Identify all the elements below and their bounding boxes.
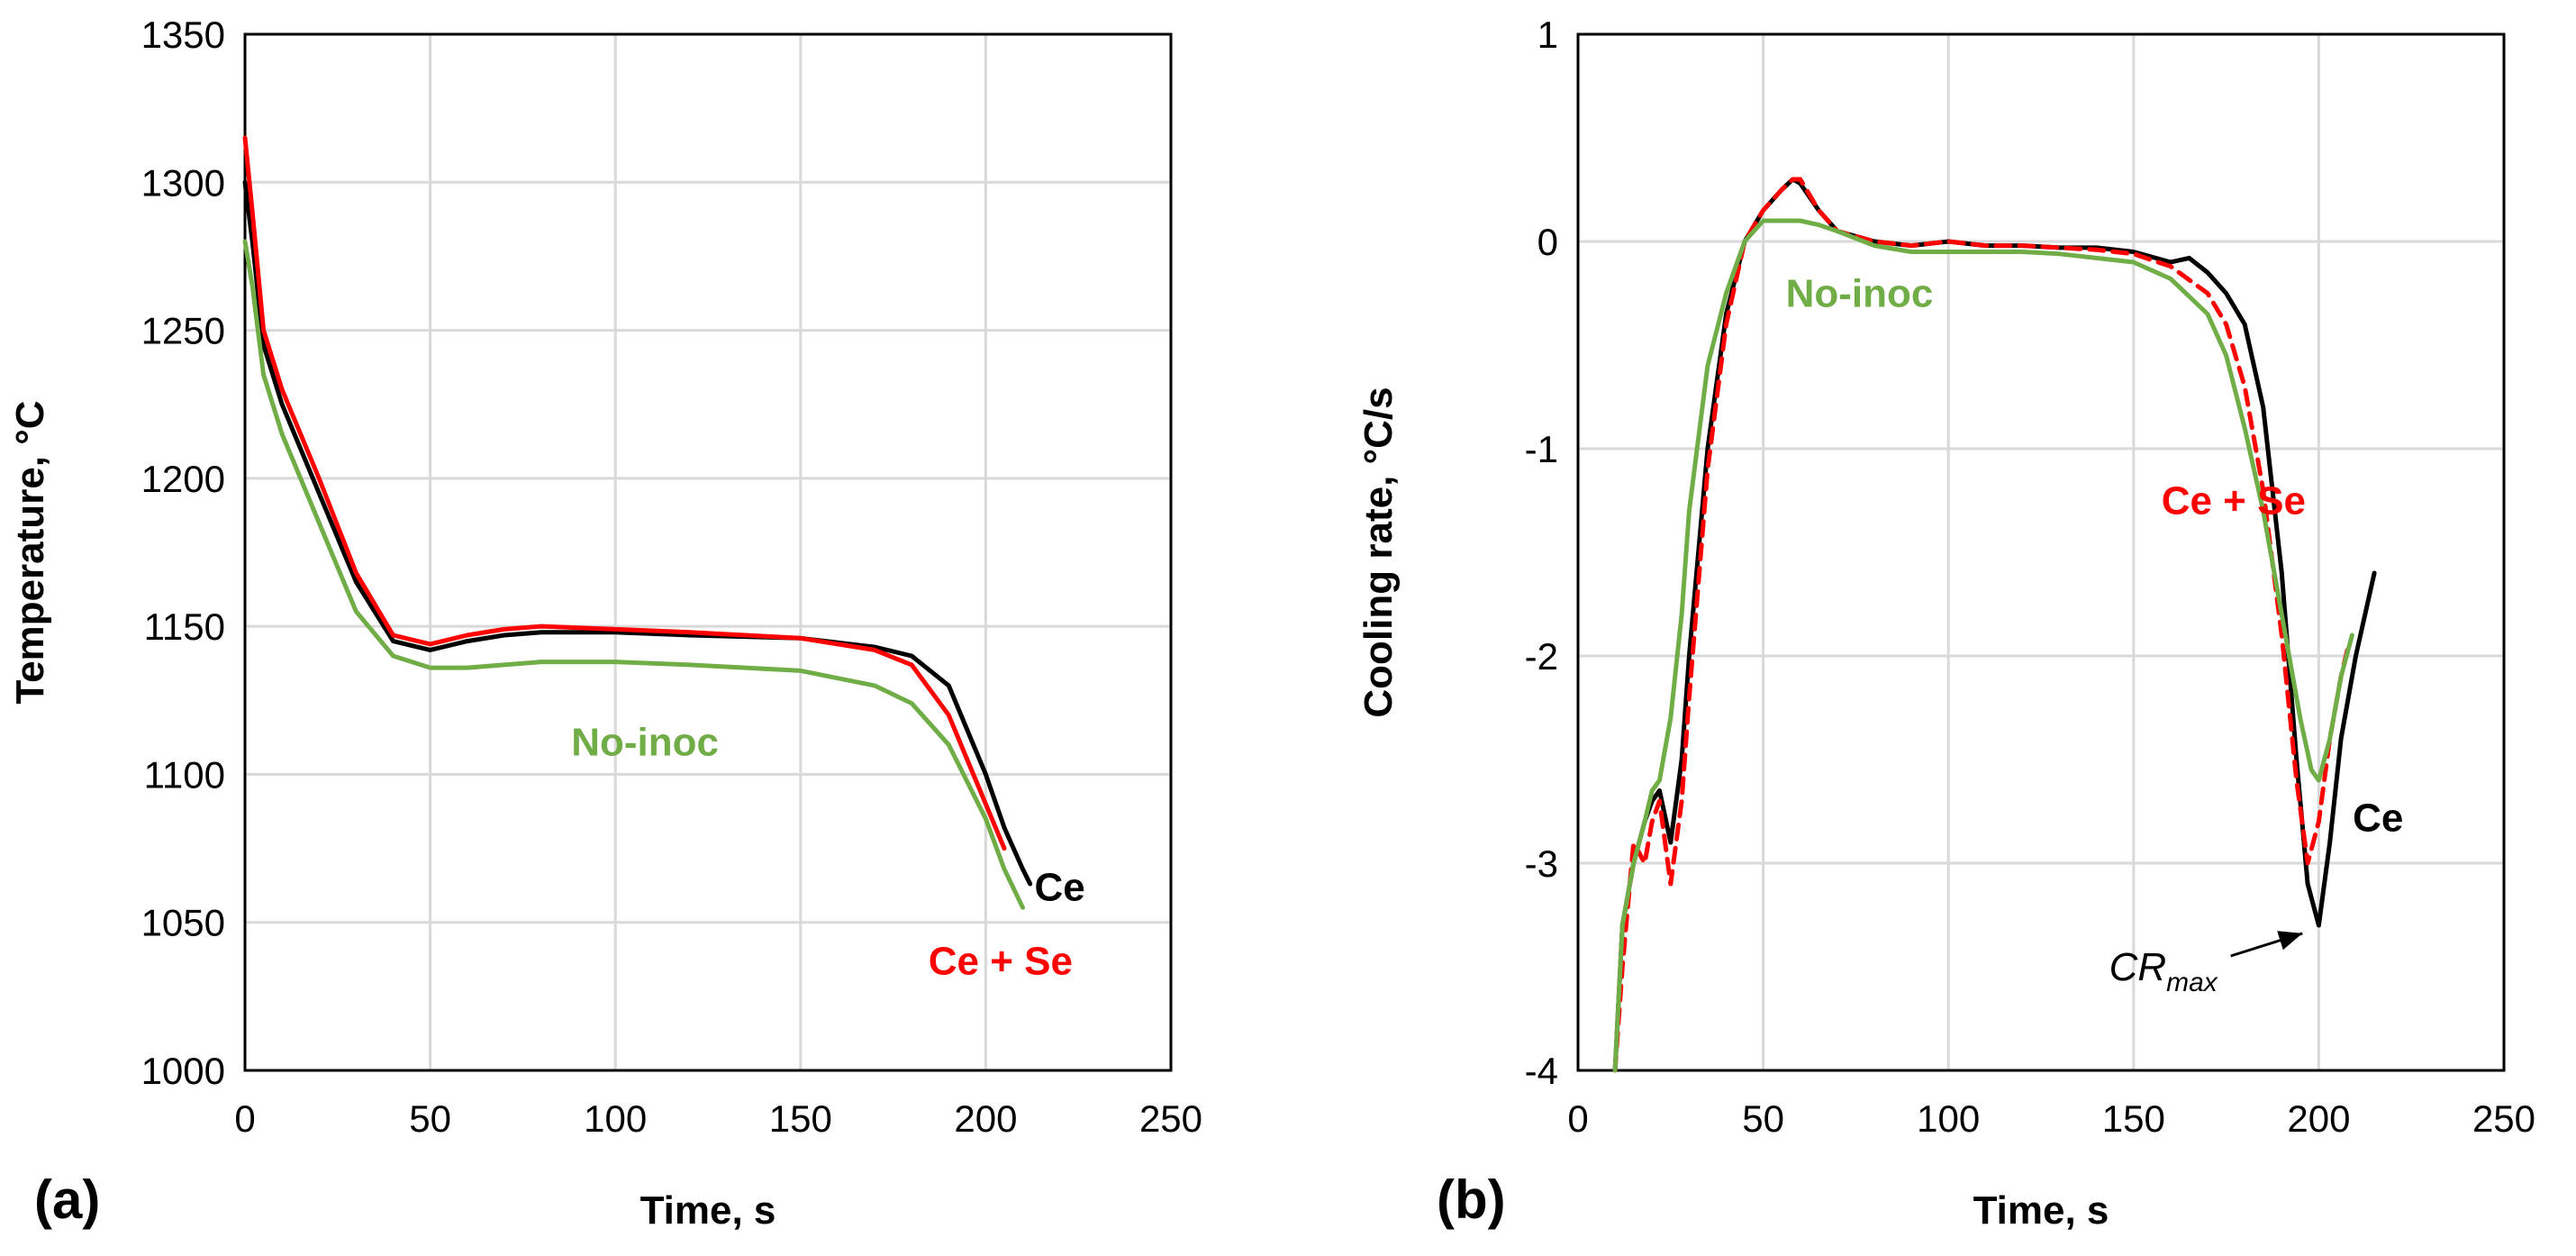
callout-arrow-head [2277,931,2303,951]
y-axis-title: Cooling rate, °C/s [1356,387,1401,717]
x-tick-label: 100 [584,1097,647,1140]
y-tick-label: 0 [1537,221,1558,263]
series-label: Ce [2353,796,2403,840]
y-tick-label: 1300 [141,161,225,204]
x-tick-label: 200 [954,1097,1017,1140]
y-tick-label: 1200 [141,458,225,500]
y-tick-label: -4 [1525,1050,1558,1092]
y-tick-label: 1100 [144,753,225,796]
series-label: No-inoc [1786,272,1934,316]
plot-frame [1576,32,2506,1072]
x-tick-label: 100 [1917,1097,1980,1140]
y-tick-label: 1250 [141,310,225,352]
series-line-no-inoc [1612,218,2354,1073]
series-label: Ce [1035,865,1085,909]
y-tick-label: 1350 [141,14,225,56]
x-tick-label: 150 [769,1097,832,1140]
series-label: No-inoc [571,720,719,764]
series-line-no-inoc [242,239,1025,910]
y-tick-label: -2 [1525,635,1558,678]
series-line-ce-se [1612,177,2351,1073]
y-tick-label: 1000 [141,1050,225,1092]
series-line-ce [242,179,1033,887]
series-label: Ce + Se [929,939,1073,983]
panel-a-chart: 0 50 100 150 200 250 1000 1050 1100 1150 1200 1250 1… [8,14,1202,1233]
y-tick-label: 1150 [144,605,225,648]
y-tick-label: -3 [1525,842,1558,885]
y-tick-label: -1 [1525,428,1558,470]
series-label: Ce + Se [2162,479,2306,523]
plot-frame [243,32,1173,1072]
x-tick-label: 50 [1742,1097,1784,1140]
callout-label: CRmax [2109,945,2218,997]
y-axis-title: Temperature, °C [8,400,52,704]
x-tick-label: 200 [2287,1097,2350,1140]
x-axis-title: Time, s [640,1188,776,1233]
x-tick-label: 0 [234,1097,255,1140]
x-tick-label: 250 [2472,1097,2535,1140]
panel-label: (a) [34,1170,100,1230]
y-tick-label: 1 [1537,14,1558,56]
x-tick-label: 150 [2102,1097,2165,1140]
panel-b-chart: 0 50 100 150 200 250 -4 -3 -2 -1 0 1 Time, s Cooling … [1356,14,2535,1233]
x-tick-label: 50 [409,1097,451,1140]
panel-label: (b) [1437,1170,1506,1230]
x-axis-title: Time, s [1973,1188,2109,1233]
x-tick-label: 0 [1567,1097,1588,1140]
series-line-ce-se [242,135,1007,851]
x-tick-label: 250 [1139,1097,1202,1140]
y-tick-label: 1050 [141,902,225,944]
